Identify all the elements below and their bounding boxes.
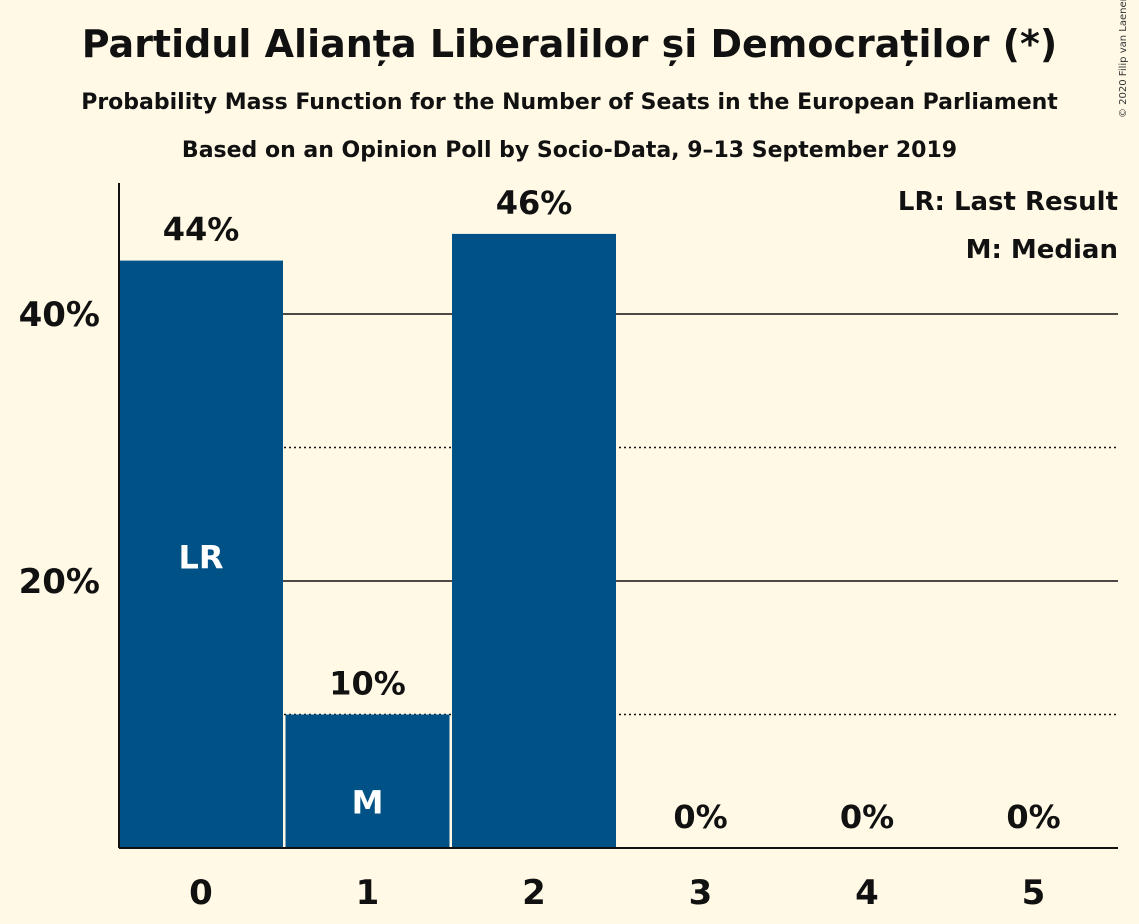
bar <box>285 714 450 848</box>
value-label: 0% <box>840 798 894 836</box>
value-label: 44% <box>163 211 240 249</box>
bar-mark-label: LR <box>178 538 223 576</box>
legend-median: M: Median <box>966 235 1118 265</box>
x-tick-label: 1 <box>356 873 380 913</box>
chart-subtitle-source: Based on an Opinion Poll by Socio-Data, … <box>181 138 958 163</box>
x-tick-label: 2 <box>522 873 546 913</box>
value-label: 10% <box>329 665 406 703</box>
x-tick-label: 5 <box>1022 873 1046 913</box>
axes: 20% 40% 0 1 2 3 4 5 <box>19 183 1118 913</box>
value-label: 0% <box>673 798 727 836</box>
bar <box>119 260 283 849</box>
y-tick-label: 40% <box>19 295 100 335</box>
chart-title: Partidul Alianța Liberalilor și Democraț… <box>81 22 1058 66</box>
chart-subtitle: Probability Mass Function for the Number… <box>81 90 1058 115</box>
x-tick-label: 0 <box>189 873 213 913</box>
y-tick-label: 20% <box>19 562 100 602</box>
value-labels: 44% LR 10% M 46% 0% 0% 0% <box>163 184 1061 836</box>
x-tick-label: 4 <box>855 873 879 913</box>
bar <box>452 233 616 848</box>
x-tick-label: 3 <box>689 873 713 913</box>
bars <box>119 233 616 849</box>
value-label: 0% <box>1006 798 1060 836</box>
bar-mark-label: M <box>352 783 384 821</box>
value-label: 46% <box>496 184 573 222</box>
legend-last-result: LR: Last Result <box>898 187 1118 217</box>
